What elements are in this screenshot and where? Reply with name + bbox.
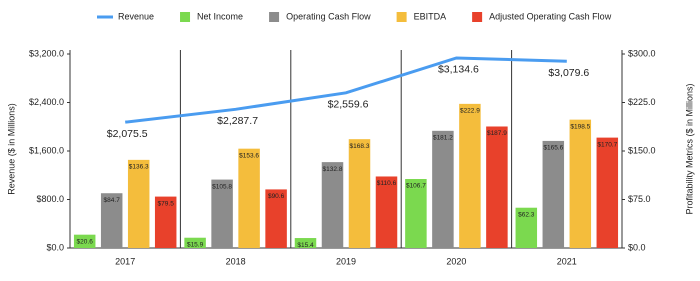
bar-value-label: $136.3 bbox=[129, 164, 149, 171]
bar-value-label: $15.9 bbox=[187, 241, 204, 248]
y-tick-label: $800.0 bbox=[36, 194, 64, 204]
legend-label: EBITDA bbox=[414, 11, 447, 21]
bar bbox=[596, 137, 619, 248]
bar bbox=[569, 119, 592, 249]
bar-value-label: $79.5 bbox=[158, 200, 175, 207]
x-tick-label: 2017 bbox=[115, 256, 135, 266]
legend-label: Adjusted Operating Cash Flow bbox=[489, 11, 612, 21]
legend-label: Operating Cash Flow bbox=[286, 11, 371, 21]
bar bbox=[432, 130, 454, 248]
y-tick-label: $0.0 bbox=[46, 242, 64, 252]
y-tick-label: $3,200.0 bbox=[29, 48, 64, 58]
y2-tick-label: $150.0 bbox=[628, 145, 656, 155]
bar-value-label: $181.2 bbox=[433, 135, 453, 142]
x-tick-label: 2019 bbox=[336, 256, 356, 266]
x-tick-label: 2021 bbox=[557, 256, 577, 266]
bar bbox=[542, 140, 565, 248]
legend-label: Revenue bbox=[118, 11, 154, 21]
bar-value-label: $168.3 bbox=[350, 143, 370, 150]
y-tick-label: $1,600.0 bbox=[29, 145, 64, 155]
y2-tick-label: $75.0 bbox=[628, 194, 651, 204]
y-tick-label: $2,400.0 bbox=[29, 97, 64, 107]
bar bbox=[294, 238, 317, 248]
bar-value-label: $90.6 bbox=[268, 193, 285, 200]
y2-tick-label: $300.0 bbox=[628, 48, 656, 58]
x-tick-label: 2020 bbox=[446, 256, 466, 266]
bar bbox=[348, 139, 371, 248]
bar-value-label: $222.9 bbox=[460, 108, 480, 115]
line-value-label: $3,079.6 bbox=[548, 67, 589, 79]
bar bbox=[515, 207, 538, 248]
bar-value-label: $132.8 bbox=[323, 166, 343, 173]
y2-axis-title: Profitability Metrics ($ in Millions) bbox=[684, 83, 694, 214]
bar bbox=[73, 234, 96, 248]
bar bbox=[486, 126, 508, 248]
bar-value-label: $110.6 bbox=[377, 180, 397, 187]
bar bbox=[127, 159, 150, 248]
bar-value-label: $20.6 bbox=[77, 238, 94, 245]
bar bbox=[405, 179, 427, 248]
line-value-label: $3,134.6 bbox=[438, 64, 479, 76]
bar bbox=[154, 196, 177, 248]
bar-value-label: $105.8 bbox=[212, 183, 232, 190]
bar bbox=[375, 176, 398, 248]
y-axis-title: Revenue ($ in Millions) bbox=[6, 103, 16, 195]
legend-swatch bbox=[269, 12, 280, 22]
bar-value-label: $187.9 bbox=[487, 130, 507, 137]
y2-tick-label: $225.0 bbox=[628, 97, 656, 107]
bar bbox=[100, 193, 123, 248]
x-tick-label: 2018 bbox=[226, 256, 246, 266]
bar bbox=[184, 237, 206, 248]
bar-value-label: $153.6 bbox=[239, 152, 259, 159]
bar bbox=[238, 148, 260, 248]
bar-value-label: $198.5 bbox=[570, 123, 590, 130]
legend-swatch bbox=[396, 12, 407, 22]
bar-value-label: $106.7 bbox=[406, 183, 426, 190]
legend-swatch bbox=[472, 12, 483, 22]
legend-label: Net Income bbox=[197, 11, 243, 21]
revenue-line bbox=[125, 56, 567, 124]
bar-value-label: $84.7 bbox=[104, 197, 121, 204]
bar-value-label: $15.4 bbox=[297, 242, 314, 249]
line-value-label: $2,075.5 bbox=[107, 128, 148, 140]
bar bbox=[211, 179, 233, 248]
bar-value-label: $62.3 bbox=[518, 211, 535, 218]
bar-value-label: $170.7 bbox=[597, 141, 617, 148]
line-value-label: $2,559.6 bbox=[328, 99, 369, 111]
line-value-label: $2,287.7 bbox=[217, 115, 258, 127]
bar bbox=[321, 162, 344, 248]
legend-swatch bbox=[180, 12, 191, 22]
bar bbox=[265, 189, 287, 248]
y2-tick-label: $0.0 bbox=[628, 242, 646, 252]
bar-value-label: $165.6 bbox=[543, 145, 563, 152]
bar bbox=[459, 103, 481, 248]
